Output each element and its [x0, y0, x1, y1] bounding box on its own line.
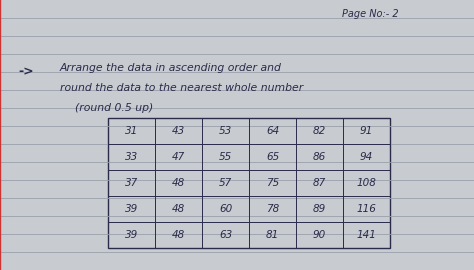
Text: Arrange the data in ascending order and: Arrange the data in ascending order and: [60, 63, 282, 73]
Text: 48: 48: [172, 178, 185, 188]
Text: 91: 91: [360, 126, 373, 136]
Text: 65: 65: [266, 152, 279, 162]
Text: 64: 64: [266, 126, 279, 136]
Text: 31: 31: [125, 126, 138, 136]
Text: 33: 33: [125, 152, 138, 162]
Text: 141: 141: [356, 230, 376, 240]
Text: 81: 81: [266, 230, 279, 240]
Text: 37: 37: [125, 178, 138, 188]
Text: ->: ->: [18, 66, 34, 79]
Text: 86: 86: [313, 152, 326, 162]
Text: 53: 53: [219, 126, 232, 136]
Bar: [108, 118, 390, 248]
Text: 43: 43: [172, 126, 185, 136]
Text: round the data to the nearest whole number: round the data to the nearest whole numb…: [60, 83, 303, 93]
Text: 39: 39: [125, 230, 138, 240]
Text: 108: 108: [356, 178, 376, 188]
Text: 48: 48: [172, 204, 185, 214]
Text: 47: 47: [172, 152, 185, 162]
Text: 90: 90: [313, 230, 326, 240]
Text: 87: 87: [313, 178, 326, 188]
Text: 48: 48: [172, 230, 185, 240]
Text: 82: 82: [313, 126, 326, 136]
Text: 116: 116: [356, 204, 376, 214]
Text: 94: 94: [360, 152, 373, 162]
Text: 75: 75: [266, 178, 279, 188]
Text: 63: 63: [219, 230, 232, 240]
Text: (round 0.5 up): (round 0.5 up): [75, 103, 153, 113]
Text: 60: 60: [219, 204, 232, 214]
Text: 39: 39: [125, 204, 138, 214]
Text: 89: 89: [313, 204, 326, 214]
Text: 78: 78: [266, 204, 279, 214]
Text: 57: 57: [219, 178, 232, 188]
Text: 55: 55: [219, 152, 232, 162]
Text: Page No:- 2: Page No:- 2: [342, 9, 398, 19]
